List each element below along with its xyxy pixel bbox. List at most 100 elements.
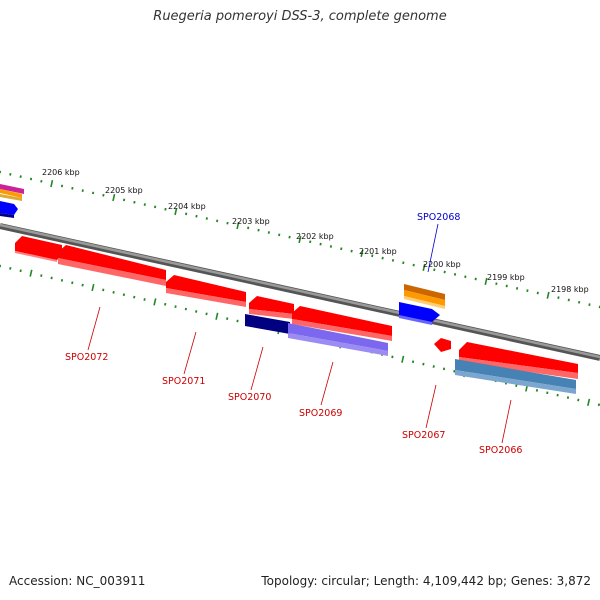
ruler-major-tick: [50, 180, 54, 188]
gene-label-spo2067[interactable]: SPO2067: [402, 430, 445, 441]
ruler-minor-tick: [185, 212, 188, 216]
ruler-minor-tick: [195, 214, 198, 218]
ruler-minor-tick: [442, 367, 446, 371]
ruler-minor-tick: [443, 270, 446, 274]
gene-label-spo2066[interactable]: SPO2066: [479, 445, 522, 456]
ruler-major-tick: [112, 194, 116, 202]
ruler-minor-tick: [556, 393, 559, 397]
blue-feature[interactable]: [399, 302, 440, 325]
ruler-minor-tick: [19, 175, 22, 179]
ruler-minor-tick: [29, 177, 33, 181]
ruler-minor-tick: [588, 303, 591, 306]
ruler-minor-tick: [309, 240, 312, 244]
ruler-minor-tick: [60, 278, 64, 282]
ruler-minor-tick: [432, 365, 435, 368]
ruler-minor-tick: [505, 284, 508, 288]
ruler-minor-tick: [577, 300, 581, 304]
ruler-major-tick: [91, 283, 95, 292]
ruler-minor-tick: [226, 317, 229, 321]
gene-arrow-spo2067[interactable]: [434, 338, 451, 352]
ruler-major-tick: [298, 235, 302, 244]
genome-summary-text: Topology: circular; Length: 4,109,442 bp…: [261, 574, 591, 588]
ruler-minor-tick: [515, 286, 519, 290]
ruler-minor-tick: [133, 295, 136, 299]
ruler-minor-tick: [122, 198, 126, 202]
ruler-major-tick: [29, 269, 33, 277]
ruler-minor-tick: [40, 274, 43, 277]
ruler-minor-tick: [236, 319, 239, 323]
gene-arrow-spo2070[interactable]: [249, 296, 294, 319]
gene-arrow-spo2069[interactable]: [292, 306, 392, 341]
ruler-minor-tick: [319, 242, 322, 246]
ruler-minor-tick: [102, 288, 105, 292]
ruler-minor-tick: [402, 261, 405, 265]
ruler-minor-tick: [91, 191, 95, 195]
ruler-minor-tick: [267, 231, 271, 234]
kbp-label: 2205 kbp: [105, 186, 143, 195]
ruler-major-tick: [401, 355, 405, 363]
accession-text: Accession: NC_003911: [9, 574, 146, 588]
ruler-minor-tick: [133, 200, 136, 204]
ruler-minor-tick: [226, 221, 229, 225]
ruler-major-tick: [546, 291, 550, 299]
ruler-minor-tick: [205, 217, 208, 220]
gene-label-spo2068[interactable]: SPO2068: [417, 212, 460, 223]
ruler-minor-tick: [174, 305, 177, 309]
ruler-minor-tick: [102, 193, 105, 197]
ruler-outer: [0, 170, 600, 309]
ruler-minor-tick: [143, 298, 146, 301]
navy-feature[interactable]: [245, 314, 290, 334]
ruler-minor-tick: [535, 389, 539, 392]
kbp-label: 2200 kbp: [423, 260, 461, 269]
ruler-minor-tick: [526, 289, 529, 293]
gene-arrow-spo2066[interactable]: [459, 342, 578, 379]
kbp-label: 2204 kbp: [168, 202, 206, 211]
ruler-minor-tick: [71, 281, 74, 285]
ruler-minor-tick: [329, 245, 333, 248]
ruler-minor-tick: [216, 219, 219, 223]
genome-backbone: [0, 223, 600, 361]
kbp-label: 2201 kbp: [359, 247, 397, 256]
gene-arrow-spo2072a[interactable]: [15, 236, 62, 262]
ruler-minor-tick: [153, 205, 157, 209]
forward-genes: [15, 236, 578, 379]
ruler-minor-tick: [453, 273, 457, 276]
ruler-minor-tick: [340, 247, 343, 251]
ruler-minor-tick: [71, 186, 74, 190]
label-leaders: [87, 223, 512, 444]
ruler-minor-tick: [422, 362, 425, 366]
edge-features: [0, 184, 24, 218]
ruler-minor-tick: [474, 277, 477, 281]
ruler-minor-tick: [50, 276, 53, 280]
feature-blocks: [245, 284, 576, 394]
ruler-minor-tick: [597, 403, 600, 407]
ruler-minor-tick: [577, 398, 580, 402]
gene-arrow-spo2072[interactable]: [58, 245, 166, 286]
gene-label-spo2070[interactable]: SPO2070: [228, 392, 271, 403]
ruler-minor-tick: [81, 189, 84, 192]
kbp-label: 2203 kbp: [232, 217, 270, 226]
ruler-minor-tick: [81, 283, 84, 287]
ruler-major-tick: [360, 249, 364, 258]
ruler-minor-tick: [433, 268, 436, 272]
ruler-minor-tick: [391, 259, 395, 262]
kbp-label: 2199 kbp: [487, 273, 525, 282]
orange-feature[interactable]: [404, 284, 445, 309]
ruler-minor-tick: [288, 235, 291, 239]
gene-label-spo2069[interactable]: SPO2069: [299, 408, 342, 419]
ruler-major-tick: [422, 263, 426, 271]
ruler-major-tick: [484, 277, 488, 285]
slate-feature[interactable]: [288, 323, 388, 356]
steel-feature[interactable]: [455, 359, 576, 394]
gene-label-spo2072[interactable]: SPO2072: [65, 352, 108, 363]
ruler-minor-tick: [195, 310, 198, 313]
gene-arrow-spo2071[interactable]: [166, 275, 246, 307]
ruler-minor-tick: [143, 203, 146, 206]
gene-labels: SPO2072 SPO2071 SPO2070 SPO2069 SPO2067 …: [65, 212, 522, 456]
kbp-label: 2198 kbp: [551, 285, 589, 294]
gene-label-spo2071[interactable]: SPO2071: [162, 376, 205, 387]
ruler-major-tick: [215, 312, 219, 320]
ruler-minor-tick: [19, 269, 22, 273]
